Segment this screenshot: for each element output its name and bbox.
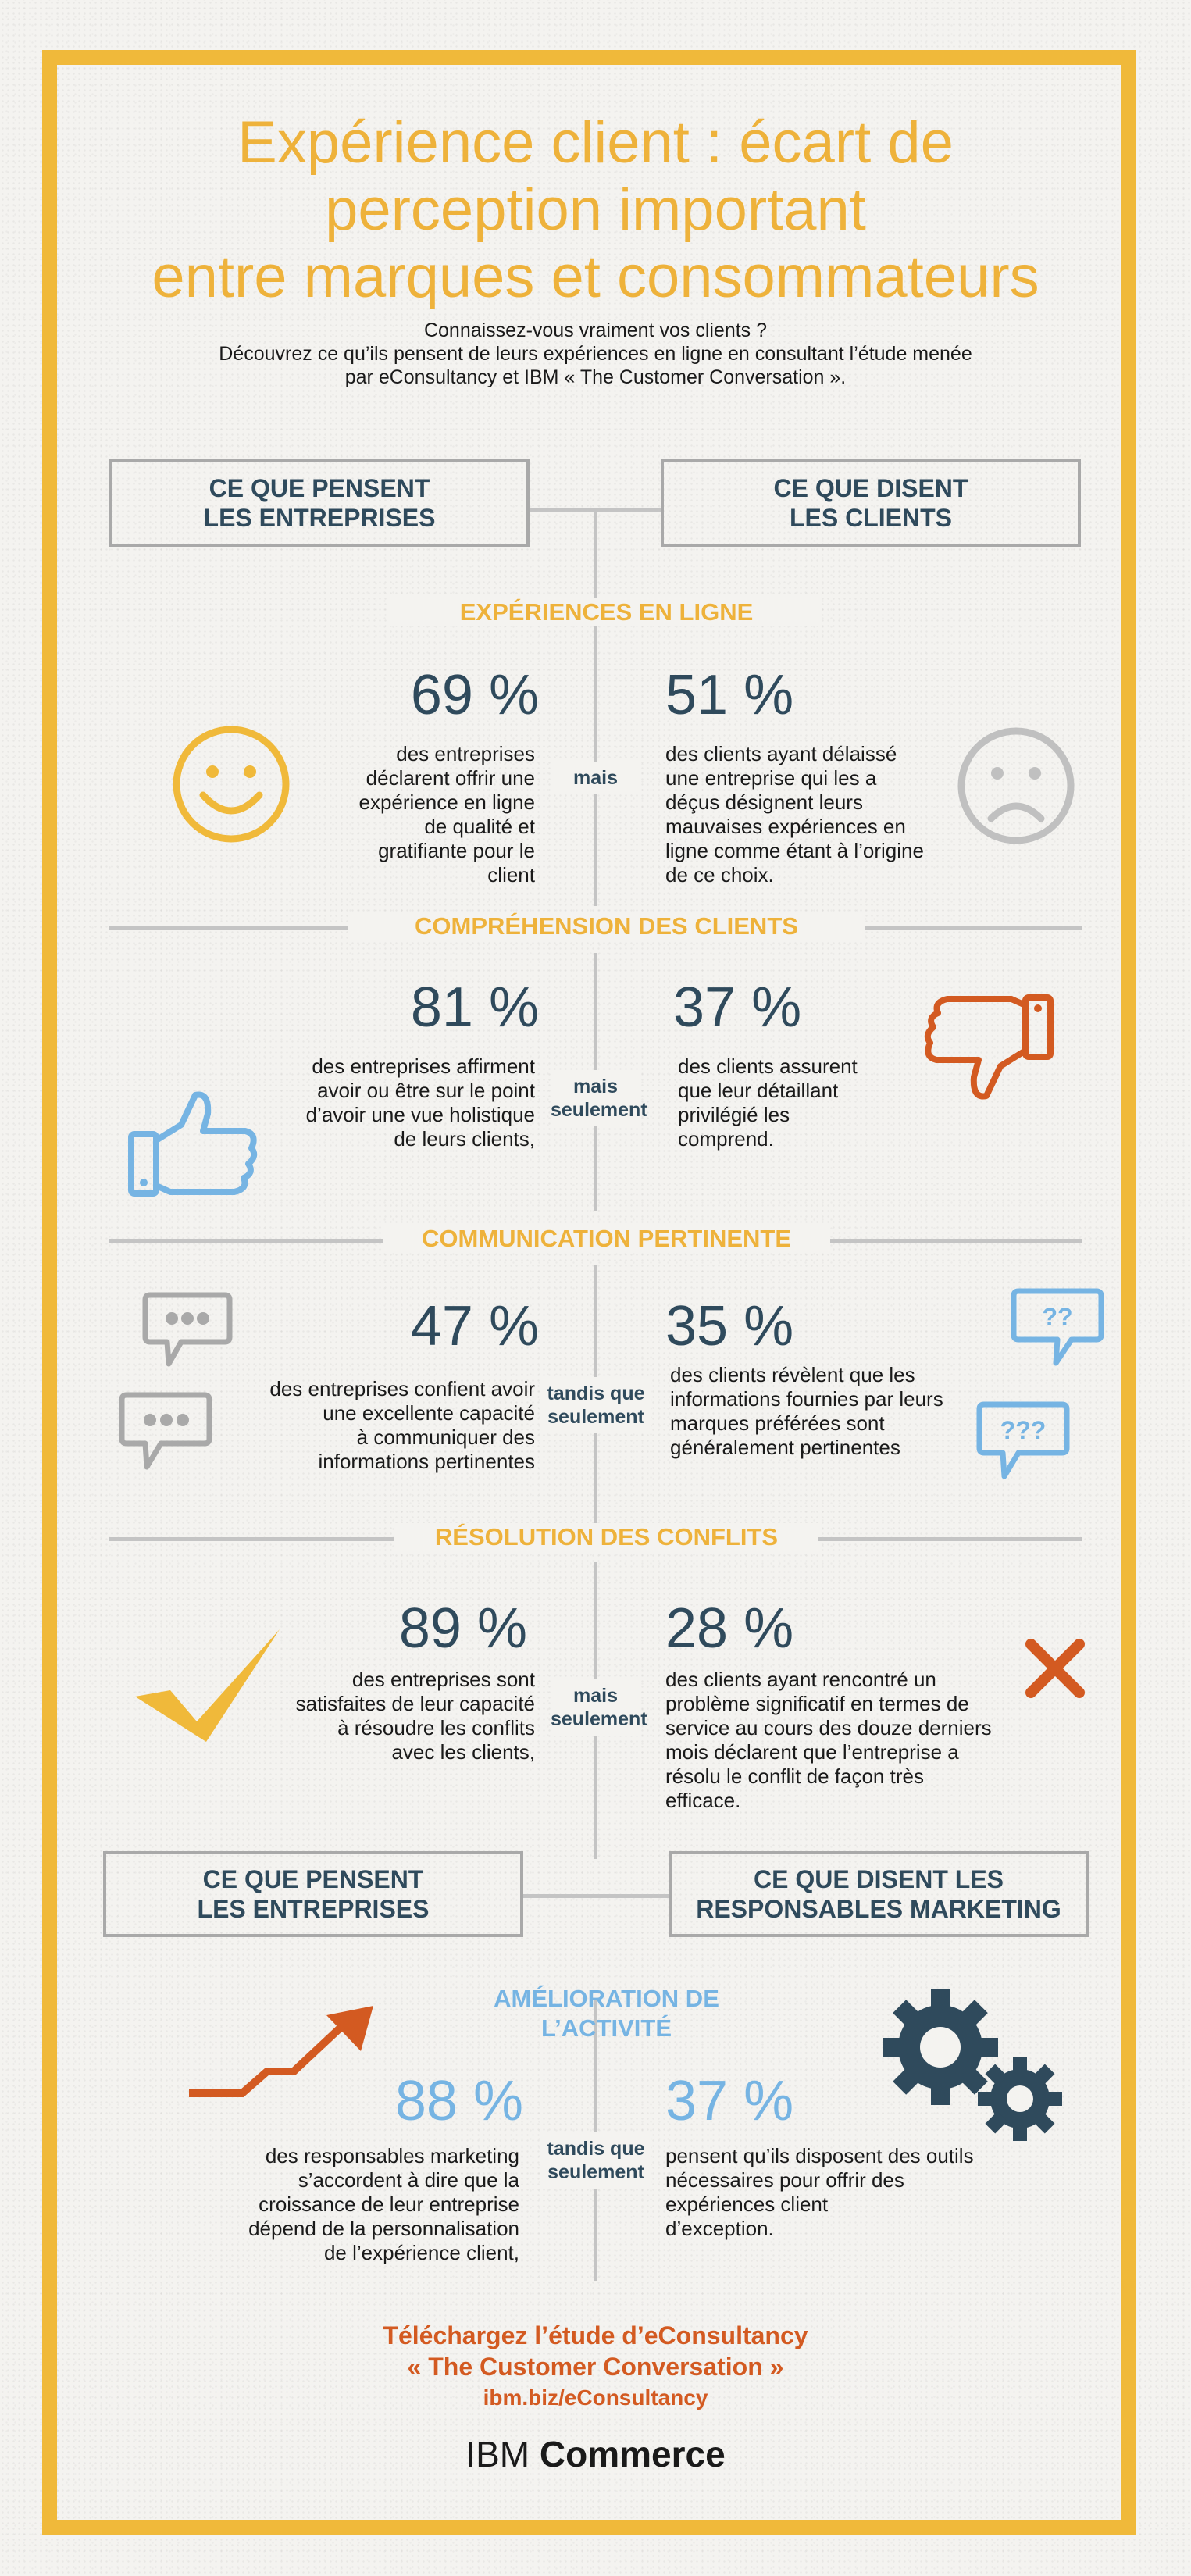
gears-icon [883,1989,1062,2141]
section-title: COMMUNICATION PERTINENTE [383,1225,830,1253]
stat-percent: 69 % [410,664,539,726]
thumbs-down-icon [924,994,1054,1100]
stat-percent: 51 % [665,664,794,726]
stat-description: des responsables marketing s’accordent à … [248,2144,519,2264]
stat-description: des entreprises affirment avoir ou être s… [305,1054,535,1151]
section-title: AMÉLIORATION DE L’ACTIVITÉ [494,1985,719,2042]
checkmark-icon [135,1629,280,1742]
page-title: Expérience client : écart de perception … [152,109,1039,310]
stat-description: des clients assurent que leur détaillant p… [678,1054,858,1151]
stat-description: pensent qu’ils disposent des outils néces… [665,2144,974,2240]
stat-percent: 89 % [398,1597,527,1660]
intro-text: Connaissez-vous vraiment vos clients ? D… [219,319,972,388]
svg-text:??: ?? [1042,1303,1072,1331]
conjunction: tandis que seulement [540,1377,651,1433]
header-marketing: CE QUE DISENT LES RESPONSABLES MARKETING [669,1851,1089,1937]
header-clients: CE QUE DISENT LES CLIENTS [661,459,1081,547]
stat-description: des entreprises déclarent offrir une expér… [358,742,536,887]
ibm-commerce-logo: IBM Commerce [465,2434,726,2474]
cross-icon [1025,1639,1085,1698]
growth-arrow-icon [189,2006,373,2097]
thumbs-up-icon [128,1091,258,1197]
section-title: RÉSOLUTION DES CONFLITS [394,1523,818,1551]
stat-percent: 47 % [410,1295,539,1358]
speech-bubble-question-icon: ??? [976,1401,1070,1479]
stat-description: des entreprises confient avoir une excell… [269,1377,535,1473]
stat-percent: 37 % [673,976,802,1039]
smiley-icon [173,726,290,843]
stat-description: des clients révèlent que les informations… [670,1363,943,1459]
speech-bubble-question-icon: ?? [1011,1288,1104,1366]
stat-description: des clients ayant délaissé une entreprise… [665,742,924,887]
infographic-frame [42,50,1136,2535]
download-link[interactable]: ibm.biz/eConsultancy [483,2385,708,2410]
header-connector [530,508,662,512]
header-companies: CE QUE PENSENT LES ENTREPRISES [109,459,530,547]
conjunction: mais [551,762,640,794]
stat-description: des clients ayant rencontré un problème s… [665,1668,992,1812]
stat-percent: 35 % [665,1295,794,1358]
sad-face-icon [957,727,1075,844]
section-title: EXPÉRIENCES EN LIGNE [390,598,822,626]
svg-text:???: ??? [1000,1416,1047,1444]
section-title: COMPRÉHENSION DES CLIENTS [348,912,865,940]
download-cta: Téléchargez l’étude d’eConsultancy « The… [383,2321,808,2381]
conjunction: mais seulement [551,1070,647,1126]
stat-percent: 37 % [665,2070,794,2132]
header-companies: CE QUE PENSENT LES ENTREPRISES [103,1851,523,1937]
speech-bubble-dots-icon [119,1392,212,1470]
conjunction: tandis que seulement [540,2132,651,2189]
stat-percent: 81 % [410,976,539,1039]
speech-bubble-dots-icon [142,1292,233,1367]
stat-percent: 88 % [394,2070,523,2132]
stat-percent: 28 % [665,1597,794,1660]
conjunction: mais seulement [551,1679,647,1736]
header-connector [522,1894,670,1898]
stat-description: des entreprises sont satisfaites de leur … [295,1668,535,1764]
